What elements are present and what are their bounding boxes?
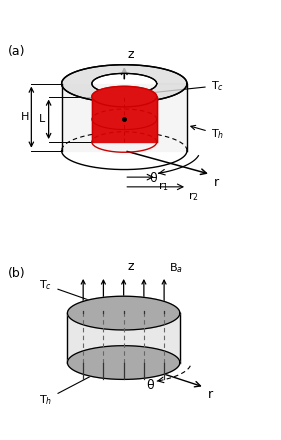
Text: T$_c$: T$_c$	[39, 278, 103, 306]
Text: z: z	[127, 260, 133, 273]
Text: T$_h$: T$_h$	[39, 371, 100, 407]
Polygon shape	[92, 86, 157, 107]
Text: o: o	[110, 117, 117, 126]
Text: B$_a$: B$_a$	[169, 261, 183, 275]
Polygon shape	[92, 97, 157, 142]
Text: T$_h$: T$_h$	[191, 125, 224, 141]
Text: θ: θ	[147, 379, 154, 392]
Text: r: r	[214, 176, 219, 188]
Text: r: r	[208, 389, 213, 401]
Polygon shape	[67, 346, 180, 379]
Polygon shape	[62, 84, 187, 150]
Polygon shape	[67, 313, 180, 363]
Text: (a): (a)	[8, 45, 25, 58]
Text: (b): (b)	[8, 267, 26, 280]
Polygon shape	[67, 296, 180, 330]
Text: θ: θ	[149, 172, 157, 185]
Text: r$_1$: r$_1$	[158, 180, 169, 193]
Polygon shape	[62, 65, 187, 103]
Text: L: L	[39, 114, 45, 125]
Text: z: z	[128, 48, 134, 61]
Text: T$_c$: T$_c$	[148, 79, 224, 95]
Text: H: H	[21, 112, 29, 122]
Text: r$_2$: r$_2$	[188, 190, 199, 203]
